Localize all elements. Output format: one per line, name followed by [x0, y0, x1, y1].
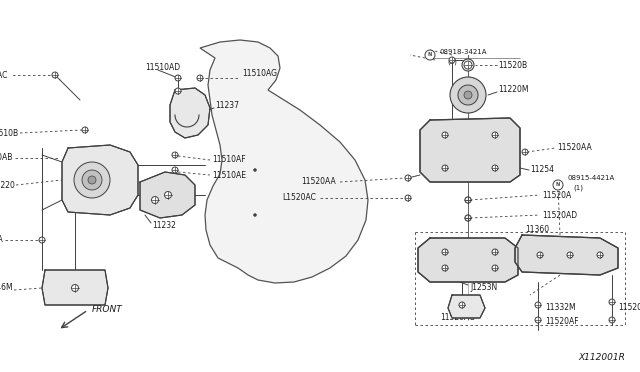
- Circle shape: [465, 197, 471, 203]
- Circle shape: [74, 162, 110, 198]
- Text: 11520AA: 11520AA: [301, 177, 336, 186]
- Circle shape: [464, 61, 472, 69]
- Text: 11332M: 11332M: [545, 304, 575, 312]
- Circle shape: [465, 215, 471, 221]
- Text: N: N: [428, 52, 432, 58]
- Circle shape: [253, 169, 257, 171]
- Circle shape: [567, 252, 573, 258]
- Polygon shape: [515, 235, 618, 275]
- Text: 11220: 11220: [0, 180, 15, 189]
- Text: 11360: 11360: [525, 225, 549, 234]
- Text: 11510AA: 11510AA: [0, 235, 3, 244]
- Text: L1520AC: L1520AC: [282, 193, 316, 202]
- Circle shape: [72, 285, 79, 292]
- Circle shape: [553, 180, 563, 190]
- Text: 11520AG: 11520AG: [440, 314, 475, 323]
- Text: 11510AF: 11510AF: [212, 155, 246, 164]
- Circle shape: [442, 132, 448, 138]
- Circle shape: [522, 149, 528, 155]
- Polygon shape: [140, 172, 195, 218]
- Text: 11246M: 11246M: [0, 283, 13, 292]
- Circle shape: [492, 249, 498, 255]
- Text: 11510AD: 11510AD: [145, 64, 180, 73]
- Circle shape: [459, 302, 465, 308]
- Circle shape: [462, 59, 474, 71]
- Polygon shape: [418, 238, 518, 282]
- Circle shape: [450, 77, 486, 113]
- Circle shape: [425, 50, 435, 60]
- Text: 11520AF: 11520AF: [545, 317, 579, 327]
- Circle shape: [609, 299, 615, 305]
- Circle shape: [465, 215, 471, 221]
- Text: 11510AE: 11510AE: [212, 170, 246, 180]
- Circle shape: [458, 85, 478, 105]
- Text: 11510B: 11510B: [0, 128, 18, 138]
- Text: 08915-4421A: 08915-4421A: [567, 175, 614, 181]
- Circle shape: [537, 252, 543, 258]
- Circle shape: [88, 176, 96, 184]
- Text: 11520AE: 11520AE: [618, 304, 640, 312]
- Text: 11520A: 11520A: [542, 190, 572, 199]
- Circle shape: [597, 252, 603, 258]
- Polygon shape: [62, 145, 138, 215]
- Circle shape: [442, 249, 448, 255]
- Text: 11220M: 11220M: [498, 86, 529, 94]
- Circle shape: [492, 165, 498, 171]
- Circle shape: [253, 214, 257, 217]
- Polygon shape: [200, 40, 368, 283]
- Polygon shape: [170, 88, 210, 138]
- Circle shape: [464, 91, 472, 99]
- Text: 11520AD: 11520AD: [542, 211, 577, 219]
- Circle shape: [175, 75, 181, 81]
- Circle shape: [492, 265, 498, 271]
- Circle shape: [405, 195, 411, 201]
- Circle shape: [172, 152, 178, 158]
- Circle shape: [442, 265, 448, 271]
- Text: 11232: 11232: [152, 221, 176, 230]
- Circle shape: [449, 57, 455, 63]
- Text: 11510AB: 11510AB: [0, 154, 13, 163]
- Circle shape: [442, 165, 448, 171]
- Text: N: N: [556, 183, 560, 187]
- Text: 11510AG: 11510AG: [242, 70, 277, 78]
- Text: 11237: 11237: [215, 100, 239, 109]
- Circle shape: [172, 167, 178, 173]
- Circle shape: [465, 197, 471, 203]
- Text: (1): (1): [573, 185, 583, 191]
- Polygon shape: [448, 295, 485, 318]
- Circle shape: [82, 170, 102, 190]
- Polygon shape: [420, 118, 520, 182]
- Circle shape: [492, 132, 498, 138]
- Text: 11510AC: 11510AC: [0, 71, 8, 80]
- Circle shape: [82, 127, 88, 133]
- Circle shape: [535, 317, 541, 323]
- Circle shape: [609, 317, 615, 323]
- Text: 11520AA: 11520AA: [557, 144, 592, 153]
- Circle shape: [164, 192, 172, 199]
- Text: X112001R: X112001R: [578, 353, 625, 362]
- Text: (E): (E): [447, 59, 457, 65]
- Text: FRONT: FRONT: [92, 305, 123, 314]
- Text: 08918-3421A: 08918-3421A: [440, 49, 488, 55]
- Text: 11520B: 11520B: [498, 61, 527, 70]
- Circle shape: [197, 75, 203, 81]
- Circle shape: [535, 302, 541, 308]
- Circle shape: [39, 237, 45, 243]
- Text: J1253N: J1253N: [470, 283, 497, 292]
- Circle shape: [52, 72, 58, 78]
- Circle shape: [405, 175, 411, 181]
- Circle shape: [175, 88, 181, 94]
- Polygon shape: [42, 270, 108, 305]
- Circle shape: [152, 196, 159, 203]
- Text: 11254: 11254: [530, 166, 554, 174]
